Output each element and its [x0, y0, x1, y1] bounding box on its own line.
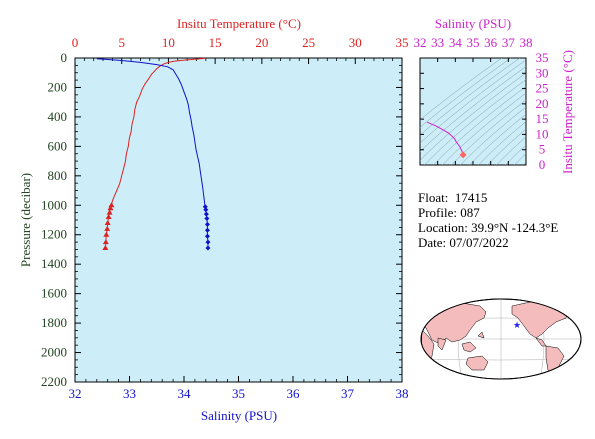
salinity-axis-title: Salinity (PSU)	[201, 408, 277, 423]
pressure-tick-label: 2200	[41, 374, 67, 389]
temperature-line	[104, 57, 206, 249]
date: Date: 07/07/2022	[418, 235, 509, 250]
profile-series	[96, 57, 211, 251]
temperature-axis-title: Insitu Temperature (°C)	[177, 16, 301, 31]
ts-tick-marks	[419, 57, 527, 166]
location: Location: 39.9°N -124.3°E	[418, 220, 558, 235]
salinity-point	[205, 239, 211, 245]
profile-tick-marks	[74, 57, 403, 383]
profile-chart: 32 33 34 35 36 37 38 0 5 10 15 20 25 30 35 0 200 400 600 80…	[18, 16, 409, 423]
pressure-tick-label: 200	[48, 79, 68, 94]
salinity-tick-label: 35	[232, 386, 245, 401]
profile-number: Profile: 087	[418, 205, 480, 220]
salinity-point	[204, 227, 210, 233]
ts-temperature-tick-label: 0	[539, 157, 546, 172]
salinity-point	[204, 221, 210, 227]
temperature-point	[103, 231, 110, 237]
temperature-tick-label: 0	[72, 35, 79, 50]
temperature-tick-label: 20	[255, 35, 268, 50]
salinity-point	[205, 245, 211, 251]
pressure-tick-label: 1800	[41, 315, 67, 330]
land-australia	[465, 355, 489, 371]
ts-salinity-axis-title: Salinity (PSU)	[435, 16, 511, 31]
salinity-point	[204, 216, 210, 222]
temperature-point	[106, 209, 113, 215]
ts-temperature-tick-label: 15	[536, 111, 549, 126]
salinity-point	[203, 207, 209, 213]
salinity-tick-label: 37	[341, 386, 355, 401]
ts-deepest-point	[459, 151, 467, 159]
temperature-point	[102, 244, 109, 250]
salinity-tick-label: 38	[396, 386, 409, 401]
salinity-tick-label: 32	[69, 386, 82, 401]
temperature-point	[108, 202, 115, 208]
pressure-tick-label: 800	[48, 168, 68, 183]
temperature-tick-label: 10	[162, 35, 175, 50]
salinity-tick-label: 33	[123, 386, 136, 401]
profile-tick-labels: 32 33 34 35 36 37 38 0 5 10 15 20 25 30 35 0 200 400 600 80…	[41, 35, 409, 401]
ts-temperature-tick-label: 10	[536, 126, 549, 141]
ts-density-contours	[420, 58, 526, 165]
temperature-point	[107, 205, 114, 211]
ts-temperature-tick-label: 25	[536, 81, 549, 96]
pressure-tick-label: 0	[61, 50, 68, 65]
float-location-marker: ★	[513, 320, 521, 330]
salinity-point	[204, 233, 210, 239]
pressure-tick-label: 1000	[41, 197, 67, 212]
ts-salinity-tick-label: 36	[484, 35, 498, 50]
profile-plot-area	[74, 57, 403, 383]
temperature-tick-label: 35	[396, 35, 409, 50]
world-map: ★	[420, 298, 582, 380]
ts-salinity-tick-label: 34	[449, 35, 463, 50]
pressure-tick-label: 1600	[41, 286, 67, 301]
ts-salinity-tick-label: 33	[431, 35, 444, 50]
float-info: Float: 17415 Profile: 087 Location: 39.9…	[418, 190, 558, 250]
pressure-axis-title: Pressure (decibar)	[18, 173, 33, 267]
land-greenland	[565, 299, 577, 311]
pressure-tick-label: 1400	[41, 256, 67, 271]
temperature-point	[104, 219, 111, 225]
land-seasia	[461, 331, 485, 353]
ts-salinity-tick-label: 32	[414, 35, 427, 50]
temperature-point	[104, 225, 111, 231]
ts-line	[426, 121, 464, 155]
salinity-tick-label: 36	[287, 386, 301, 401]
ts-temperature-tick-label: 5	[539, 142, 546, 157]
pressure-tick-label: 600	[48, 138, 68, 153]
float-id: Float: 17415	[418, 190, 487, 205]
ts-temperature-tick-label: 30	[536, 65, 549, 80]
ts-salinity-tick-label: 38	[520, 35, 533, 50]
pressure-tick-label: 400	[48, 109, 68, 124]
ts-temperature-axis-title: Insitu Temperature (°C)	[560, 50, 575, 174]
ts-temperature-tick-label: 35	[536, 50, 549, 65]
temperature-point	[102, 239, 109, 245]
ts-plot-area	[419, 57, 527, 166]
temperature-tick-label: 25	[302, 35, 315, 50]
temperature-tick-label: 15	[209, 35, 222, 50]
temperature-point	[105, 214, 112, 220]
salinity-tick-label: 34	[178, 386, 192, 401]
pressure-tick-label: 1200	[41, 227, 67, 242]
ts-temperature-tick-label: 20	[536, 96, 549, 111]
pressure-tick-label: 2000	[41, 345, 67, 360]
temperature-tick-label: 5	[118, 35, 125, 50]
temperature-tick-label: 30	[349, 35, 362, 50]
land-india	[437, 337, 447, 351]
salinity-point	[203, 211, 209, 217]
ts-series	[426, 121, 467, 159]
ts-salinity-tick-label: 35	[467, 35, 480, 50]
ts-salinity-tick-label: 37	[502, 35, 516, 50]
